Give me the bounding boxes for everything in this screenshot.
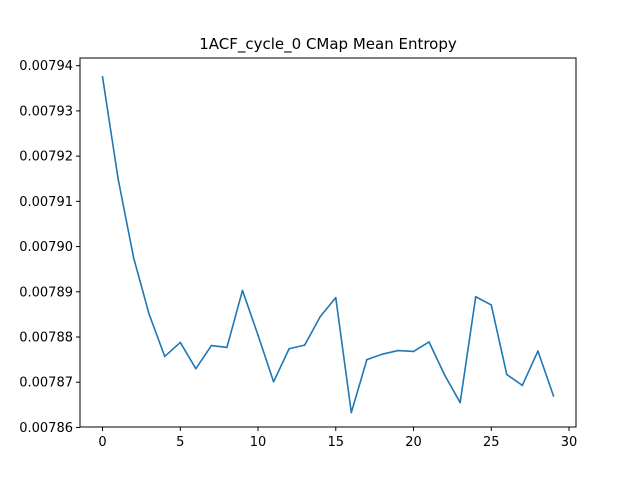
x-tick-label: 30 <box>561 435 578 450</box>
data-point <box>397 349 399 352</box>
x-tick-label: 10 <box>250 435 267 450</box>
x-tick-label: 20 <box>405 435 422 450</box>
y-axis: 0.00786 0.00787 0.00788 0.00789 0.00790 0.007… <box>19 59 80 436</box>
data-point <box>319 315 322 318</box>
y-tick-label: 0.00793 <box>19 104 73 119</box>
y-tick-label: 0.00790 <box>19 240 73 255</box>
data-point <box>459 401 461 404</box>
data-point <box>288 347 290 350</box>
data-point <box>381 353 384 355</box>
data-point <box>443 374 446 376</box>
data-point <box>210 344 213 347</box>
data-point <box>117 177 119 180</box>
data-point <box>132 257 135 259</box>
series-layer <box>101 76 555 414</box>
data-point <box>226 346 228 349</box>
data-point <box>350 411 353 414</box>
data-point <box>490 304 493 306</box>
y-tick-label: 0.00786 <box>19 421 73 436</box>
y-tick-label: 0.00787 <box>19 376 73 391</box>
data-point <box>428 341 430 343</box>
data-point <box>412 350 415 353</box>
series-line <box>101 76 555 414</box>
data-point <box>257 334 259 337</box>
data-point <box>148 313 150 316</box>
x-tick-label: 15 <box>328 435 345 450</box>
x-tick-label: 5 <box>176 435 184 450</box>
data-point <box>303 344 306 346</box>
data-point <box>272 380 275 383</box>
y-tick-label: 0.00791 <box>19 195 73 210</box>
data-point <box>506 373 508 376</box>
data-point <box>195 367 197 370</box>
data-point <box>537 350 539 352</box>
x-axis: 0 5 10 15 20 25 30 <box>98 427 577 450</box>
data-point <box>163 355 166 358</box>
plot-frame <box>79 57 577 428</box>
y-tick-label: 0.00792 <box>19 150 73 165</box>
y-tick-label: 0.00789 <box>19 285 73 300</box>
chart-title: 1ACF_cycle_0 CMap Mean Entropy <box>199 35 457 54</box>
data-point <box>474 295 477 298</box>
data-point <box>101 76 104 78</box>
y-tick-label: 0.00794 <box>19 59 73 74</box>
y-tick-label: 0.00788 <box>19 331 73 346</box>
x-tick-label: 25 <box>483 435 500 450</box>
data-point <box>366 358 368 361</box>
data-point <box>521 384 524 387</box>
data-point <box>179 341 182 344</box>
x-tick-label: 0 <box>98 435 106 450</box>
data-point <box>334 296 337 299</box>
data-point <box>241 289 244 292</box>
data-point <box>552 395 555 397</box>
